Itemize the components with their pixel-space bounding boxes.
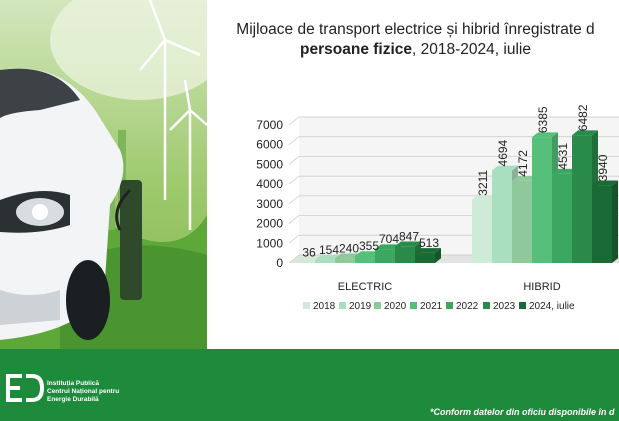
legend-item: 2023: [483, 301, 516, 312]
y-tick-label: 2000: [256, 217, 283, 231]
gridline-side: [288, 175, 300, 185]
source-footnote: *Conform datelor din oficiu disponibile …: [430, 407, 615, 417]
bar: [592, 180, 618, 263]
legend-item: 2021: [410, 301, 443, 312]
gridline-side: [288, 235, 300, 244]
data-label: 704: [379, 232, 399, 246]
org-line-3: Energie Durabilă: [47, 396, 99, 403]
chart-area: 36 154 240 355 704 847 513 3211 4694 4172 6385 4531…: [256, 104, 619, 312]
chart-title-line2: persoane fizice, 2018-2024, iulie: [212, 40, 619, 60]
chart-title-line1: Mijloace de transport electrice și hibri…: [236, 21, 595, 38]
x-category-label: ELECTRIC: [338, 281, 392, 293]
bar: [415, 248, 441, 263]
legend-label: 2021: [420, 301, 443, 312]
legend-label: 2020: [384, 301, 407, 312]
legend-label: 2022: [456, 301, 479, 312]
gridline-side: [288, 254, 300, 264]
gridline-side: [288, 116, 300, 126]
org-line-2: Centrul Național pentru: [47, 388, 120, 395]
organization-name: Instituția Publică Centrul Național pent…: [47, 380, 157, 404]
gridline-side: [288, 195, 300, 205]
chart-bars: [295, 130, 618, 263]
y-tick-label: 7000: [256, 118, 283, 132]
y-tick-label: 4000: [256, 177, 283, 191]
gridline-side: [288, 156, 300, 165]
car-charging-photo: [0, 0, 207, 349]
org-line-1: Instituția Publică: [47, 380, 100, 387]
data-label: 3211: [476, 170, 490, 196]
data-label: 6482: [576, 104, 590, 131]
chart-axis: 0 1000 2000 3000 4000 5000 6000 7000 ELECTRIC HIB…: [256, 118, 560, 293]
chart-title-rest: , 2018-2024, iulie: [412, 41, 531, 58]
legend-label: 2019: [349, 301, 372, 312]
legend-item: 2020: [374, 301, 407, 312]
data-label: 4694: [496, 139, 510, 166]
data-label: 154: [319, 243, 339, 257]
data-label: 513: [419, 236, 439, 250]
gridline-side: [288, 136, 300, 145]
legend-item: 2019: [339, 301, 372, 312]
chart-title: Mijloace de transport electrice și hibri…: [212, 20, 619, 60]
y-tick-label: 3000: [256, 197, 283, 211]
data-label: 3940: [596, 154, 610, 181]
legend-swatch: [446, 302, 453, 309]
y-tick-label: 0: [276, 256, 283, 270]
chart-data-labels: 36 154 240 355 704 847 513 3211 4694 4172 6385 4531…: [302, 104, 610, 259]
footer-band: [0, 349, 619, 421]
chart-legend: 2018 2019 2020 2021 2022 2023 2024, iulie: [303, 301, 575, 312]
legend-item: 2018: [303, 301, 336, 312]
data-label: 240: [339, 241, 359, 255]
legend-swatch: [303, 302, 310, 309]
y-tick-label: 1000: [256, 236, 283, 250]
legend-label: 2024, iulie: [529, 301, 575, 312]
y-tick-label: 5000: [256, 157, 283, 171]
gridline-side: [288, 215, 300, 224]
data-label: 4531: [556, 143, 570, 170]
legend-item: 2024, iulie: [519, 301, 575, 312]
legend-swatch: [410, 302, 417, 309]
legend-swatch: [483, 302, 490, 309]
x-category-label: HIBRID: [523, 281, 560, 293]
legend-swatch: [374, 302, 381, 309]
chart-title-bold: persoane fizice: [300, 41, 413, 58]
legend-label: 2023: [493, 301, 516, 312]
legend-item: 2022: [446, 301, 479, 312]
legend-swatch: [339, 302, 346, 309]
legend-label: 2018: [313, 301, 336, 312]
data-label: 847: [399, 229, 419, 243]
data-label: 36: [302, 245, 316, 259]
cned-logo: [6, 374, 44, 402]
legend-swatch: [519, 302, 526, 309]
y-tick-label: 6000: [256, 138, 283, 152]
data-label: 4172: [516, 150, 530, 177]
data-label: 6385: [536, 106, 550, 133]
data-label: 355: [359, 239, 379, 253]
